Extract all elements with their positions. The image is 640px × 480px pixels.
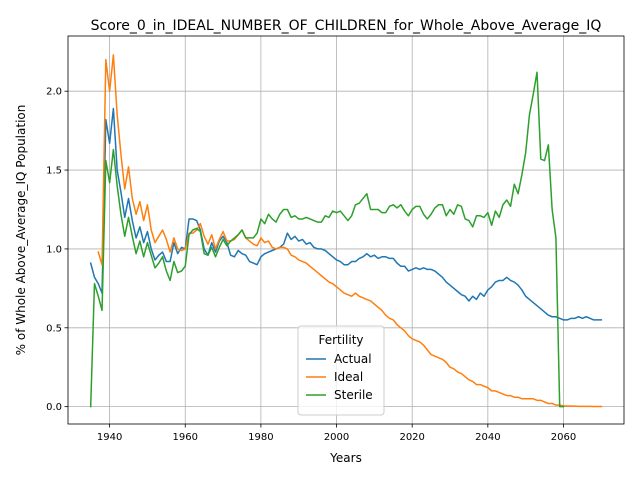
legend-box: [297, 325, 385, 416]
y-axis-label: % of Whole Above_Average_IQ Population: [14, 105, 28, 356]
x-tick-label: 2040: [475, 432, 500, 443]
chart-title: Score_0_in_IDEAL_NUMBER_OF_CHILDREN_for_…: [91, 18, 602, 34]
legend-label-ideal: Ideal: [334, 370, 363, 384]
x-tick-label: 1940: [97, 432, 122, 443]
x-tick-label: 2000: [324, 432, 349, 443]
series-line-actual: [89, 107, 603, 321]
x-axis-label: Years: [329, 451, 362, 465]
series-line-sterile: [89, 71, 565, 408]
y-tick-label: 0.5: [46, 323, 62, 334]
series-line-ideal: [97, 54, 603, 408]
x-tick-label: 2060: [551, 432, 576, 443]
x-tick-label: 1980: [248, 432, 273, 443]
legend-title: Fertility: [318, 333, 363, 347]
y-tick-label: 1.0: [46, 244, 62, 255]
y-tick-label: 1.5: [46, 166, 62, 177]
y-axis-ticks: 0.0 0.5 1.0 1.5 2.0: [46, 87, 68, 413]
y-tick-label: 0.0: [46, 402, 62, 413]
x-tick-label: 1960: [173, 432, 198, 443]
x-tick-label: 2020: [399, 432, 424, 443]
series-lines: [89, 54, 603, 408]
legend: Fertility Actual Ideal Sterile: [297, 325, 385, 416]
plot-frame: [67, 35, 625, 425]
x-axis-ticks: 1940 1960 1980 2000 2020 2040 2060: [97, 424, 576, 443]
legend-items: Actual Ideal Sterile: [306, 352, 373, 402]
y-tick-label: 2.0: [46, 87, 62, 98]
grid: [68, 36, 624, 424]
legend-label-actual: Actual: [334, 352, 372, 366]
legend-label-sterile: Sterile: [334, 388, 373, 402]
